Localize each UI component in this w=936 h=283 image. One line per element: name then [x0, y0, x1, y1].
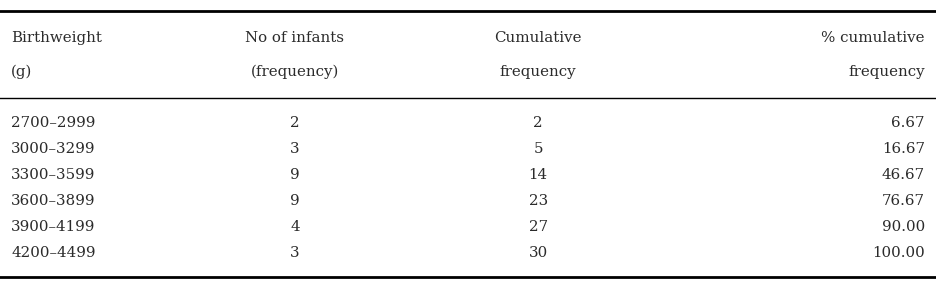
- Text: 2700–2999: 2700–2999: [11, 116, 95, 130]
- Text: 23: 23: [529, 194, 548, 208]
- Text: 9: 9: [290, 194, 300, 208]
- Text: frequency: frequency: [848, 65, 925, 79]
- Text: 14: 14: [529, 168, 548, 182]
- Text: (frequency): (frequency): [251, 65, 339, 79]
- Text: 90.00: 90.00: [882, 220, 925, 234]
- Text: frequency: frequency: [500, 65, 577, 79]
- Text: 5: 5: [534, 142, 543, 156]
- Text: No of infants: No of infants: [245, 31, 344, 45]
- Text: 27: 27: [529, 220, 548, 234]
- Text: 2: 2: [534, 116, 543, 130]
- Text: 3: 3: [290, 246, 300, 260]
- Text: (g): (g): [11, 65, 33, 79]
- Text: 3900–4199: 3900–4199: [11, 220, 95, 234]
- Text: 9: 9: [290, 168, 300, 182]
- Text: % cumulative: % cumulative: [821, 31, 925, 45]
- Text: 3000–3299: 3000–3299: [11, 142, 95, 156]
- Text: Cumulative: Cumulative: [494, 31, 582, 45]
- Text: 3600–3899: 3600–3899: [11, 194, 95, 208]
- Text: Birthweight: Birthweight: [11, 31, 102, 45]
- Text: 76.67: 76.67: [882, 194, 925, 208]
- Text: 3: 3: [290, 142, 300, 156]
- Text: 100.00: 100.00: [872, 246, 925, 260]
- Text: 3300–3599: 3300–3599: [11, 168, 95, 182]
- Text: 6.67: 6.67: [891, 116, 925, 130]
- Text: 16.67: 16.67: [882, 142, 925, 156]
- Text: 4200–4499: 4200–4499: [11, 246, 95, 260]
- Text: 4: 4: [290, 220, 300, 234]
- Text: 2: 2: [290, 116, 300, 130]
- Text: 46.67: 46.67: [882, 168, 925, 182]
- Text: 30: 30: [529, 246, 548, 260]
